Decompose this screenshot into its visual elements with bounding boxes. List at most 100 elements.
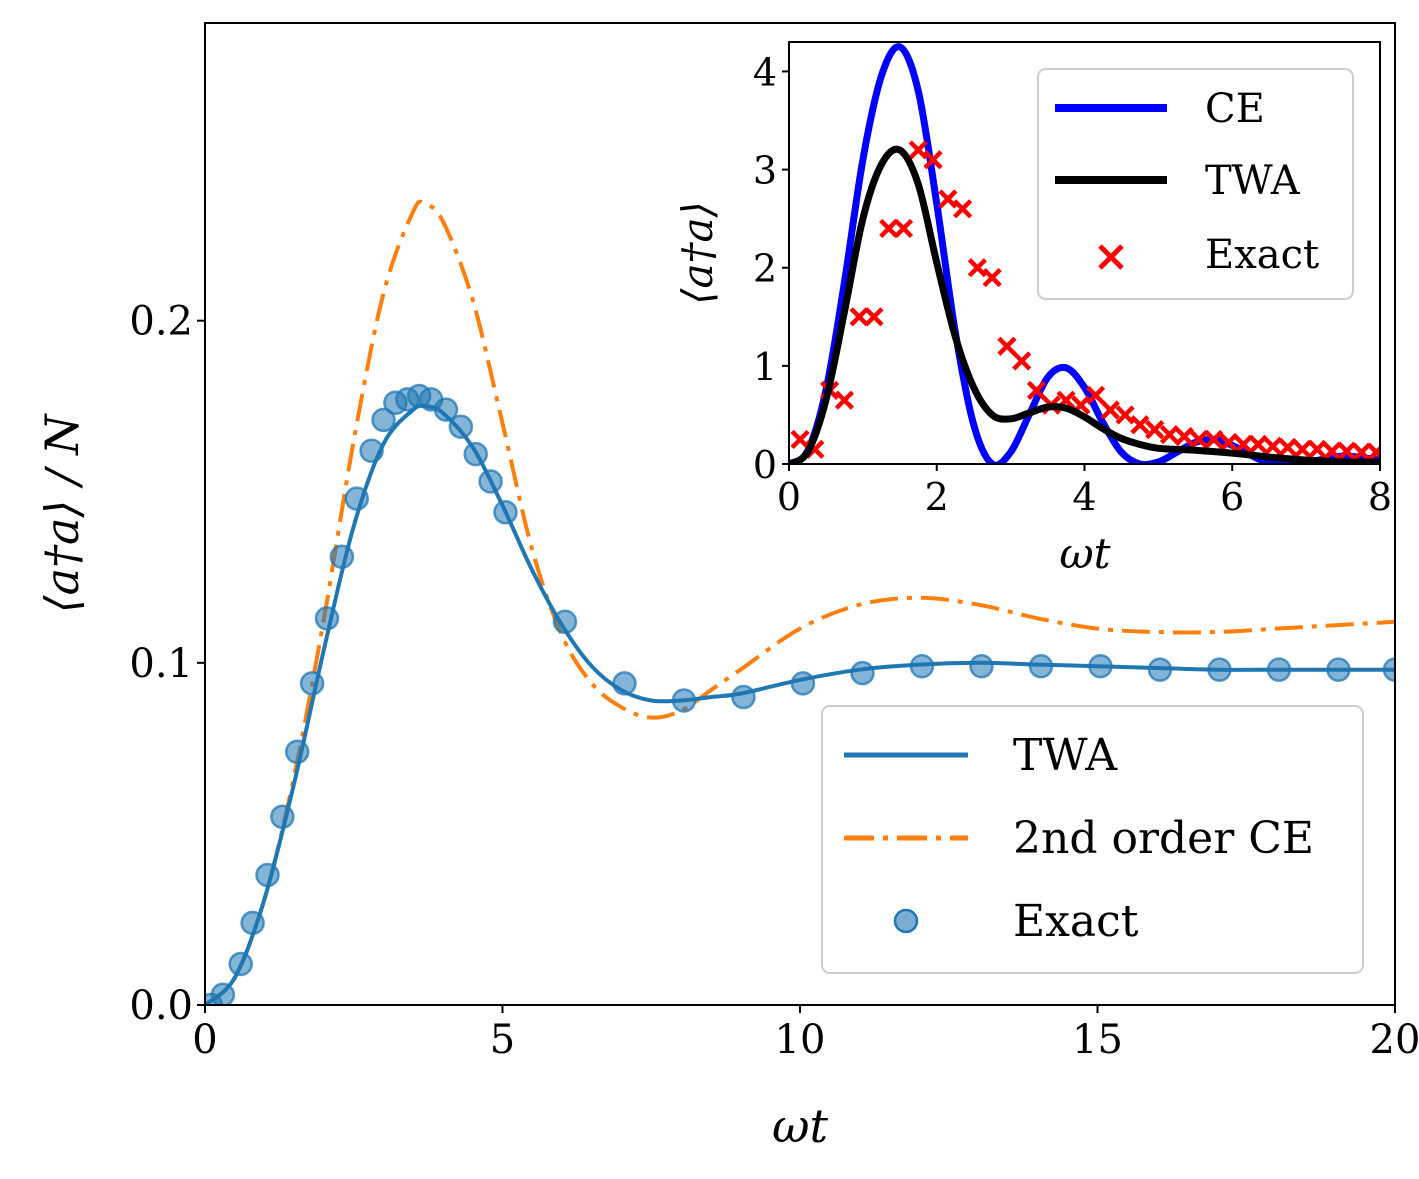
main-exact-point <box>493 500 518 525</box>
inset-exact-point <box>1322 441 1342 461</box>
inset-twa-line <box>789 145 1380 464</box>
inset-exact-point <box>908 140 928 160</box>
inset-x-tick-label: 8 <box>1368 475 1392 519</box>
main-exact-point <box>270 804 295 830</box>
main-exact-point <box>299 671 325 696</box>
inset-exact-point <box>1218 432 1239 453</box>
main-exact-point <box>329 544 355 570</box>
inset-exact-point <box>1115 405 1135 425</box>
main-exact-point <box>1147 657 1173 682</box>
inset-exact-point <box>1100 400 1120 420</box>
main-exact-point <box>731 684 756 710</box>
main-x-tick-label: 5 <box>490 1017 515 1063</box>
inset-x-tick-label: 2 <box>925 475 949 519</box>
main-exact-point <box>552 609 578 635</box>
inset-exact-point <box>1159 424 1180 445</box>
inset-exact-point <box>953 199 973 219</box>
inset-legend-box <box>1037 68 1354 300</box>
inset-exact-point <box>1145 420 1165 440</box>
inset-exact-point <box>893 218 914 239</box>
main-exact-point <box>433 397 459 422</box>
main-exact-point <box>371 407 396 433</box>
main-exact-point <box>671 688 697 713</box>
inset-exact-point <box>1278 437 1298 457</box>
inset-exact-point <box>834 390 854 410</box>
legend-marker-exact <box>893 908 919 934</box>
main-exact-point <box>1326 657 1351 682</box>
legend-label-ce: CE <box>1205 86 1265 132</box>
inset-exact-point <box>982 267 1002 288</box>
inset-exact-point <box>1351 442 1372 462</box>
legend-label-twa: TWA <box>1013 730 1118 781</box>
inset-exact-point <box>1130 415 1150 435</box>
main-exact-point <box>228 951 253 977</box>
legend-label-2nd-order-ce: 2nd order CE <box>1013 813 1314 864</box>
main-exact-point <box>344 486 369 511</box>
legend-label-inset-exact: Exact <box>1205 232 1319 278</box>
inset-exact-point <box>879 218 899 239</box>
inset-exact-point <box>849 307 869 327</box>
inset-exact-point <box>938 189 958 209</box>
main-y-tick-label: 0.0 <box>129 983 193 1029</box>
main-exact-point <box>255 862 280 888</box>
inset-exact-point <box>1248 434 1268 454</box>
inset-exact-point <box>967 258 987 278</box>
inset-exact-point <box>1085 385 1106 405</box>
inset-exact-point <box>790 429 810 450</box>
inset-y-tick-label: 1 <box>753 345 777 389</box>
inset-exact-point <box>997 336 1017 356</box>
inset-y-axis-label: ⟨a†a⟩ <box>673 201 722 305</box>
main-y-tick-label: 0.2 <box>129 299 193 345</box>
inset-chart: 0 2 4 6 8 0 1 2 3 4 ωt ⟨a†a⟩ CE TWA Exact <box>673 41 1392 578</box>
inset-exact-point <box>1307 439 1327 459</box>
inset-exact-point <box>1026 380 1047 400</box>
main-x-axis-label: ωt <box>772 1099 829 1153</box>
inset-exact-point <box>1292 439 1313 459</box>
main-x-tick-label: 10 <box>775 1017 826 1063</box>
inset-exact-point <box>1233 434 1253 454</box>
main-x-tick-label: 15 <box>1072 1017 1123 1063</box>
main-exact-point <box>359 438 384 463</box>
main-exact-point <box>240 910 265 936</box>
main-exact-point <box>1382 657 1395 682</box>
inset-x-tick-label: 4 <box>1072 475 1096 519</box>
inset-exact-point <box>1012 351 1032 371</box>
main-exact-point <box>612 671 637 696</box>
legend-label-inset-twa: TWA <box>1205 158 1301 204</box>
main-exact-point <box>314 606 340 631</box>
main-exact-point <box>909 654 935 679</box>
main-exact-point <box>210 982 236 1005</box>
main-exact-point <box>284 739 310 765</box>
main-exact-point <box>1028 654 1054 679</box>
inset-legend: CE TWA Exact <box>1037 68 1354 300</box>
main-x-tick-label: 0 <box>192 1017 217 1063</box>
main-y-axis-label: ⟨a†a⟩ / N <box>35 413 89 613</box>
inset-exact-point <box>1366 442 1380 462</box>
inset-exact-point <box>1189 429 1209 450</box>
main-exact-point <box>463 441 488 467</box>
inset-exact-point <box>923 150 943 170</box>
main-exact-point <box>790 671 816 696</box>
inset-y-tick-label: 2 <box>753 247 777 291</box>
main-x-tick-label: 20 <box>1370 1017 1419 1063</box>
legend-marker-inset-exact <box>1098 244 1124 270</box>
main-exact-point <box>850 660 875 686</box>
main-exact-point <box>448 414 474 439</box>
main-exact-point <box>1088 654 1113 679</box>
inset-y-tick-label: 0 <box>753 443 777 487</box>
main-legend-box <box>821 705 1364 974</box>
inset-x-axis-label: ωt <box>1059 529 1110 578</box>
inset-y-tick-label: 4 <box>753 50 777 94</box>
inset-x-tick-label: 0 <box>777 475 801 519</box>
main-exact-point <box>1266 657 1292 682</box>
main-exact-point <box>478 469 503 494</box>
main-y-tick-label: 0.1 <box>129 641 193 687</box>
main-exact-point <box>969 654 994 679</box>
inset-exact-point <box>864 307 884 327</box>
main-chart: 0 5 10 15 20 0.00.10.2 ωt ⟨a†a⟩ / N TWA 2nd … <box>35 22 1419 1153</box>
legend-label-exact: Exact <box>1013 896 1139 947</box>
main-legend: TWA 2nd order CE Exact <box>821 705 1364 974</box>
inset-exact-point <box>1204 429 1224 450</box>
inset-x-tick-label: 6 <box>1220 475 1244 519</box>
